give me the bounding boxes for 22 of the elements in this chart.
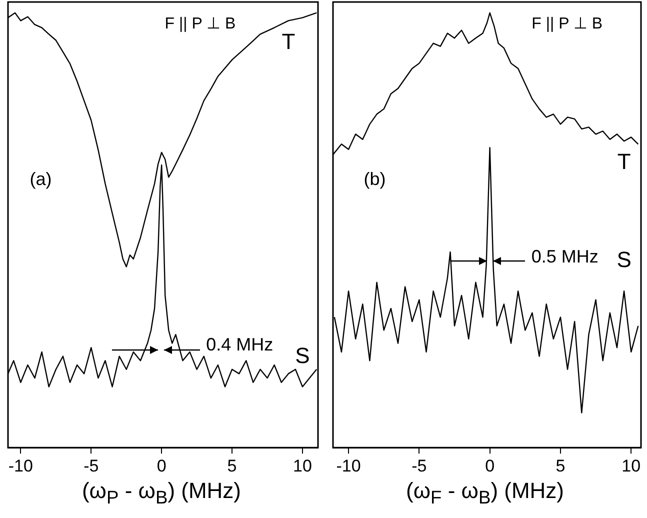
x-tick-label: -5	[84, 456, 99, 476]
annotation: 0.5 MHz	[531, 246, 598, 266]
x-tick-label: 10	[293, 456, 312, 476]
x-tick-label: 5	[227, 456, 237, 476]
x-tick-label: -10	[8, 456, 33, 476]
annotation: 0.4 MHz	[206, 334, 274, 355]
x-tick-label: -10	[336, 456, 361, 476]
x-axis-title: (ω$_{P}$ - ω$_{B}$) (MHz)	[80, 478, 242, 508]
chart-title: F || P ⊥ B	[164, 16, 236, 33]
x-tick-label: 10	[622, 456, 641, 476]
series-label: S	[295, 342, 310, 368]
annotation: (b)	[364, 169, 386, 190]
x-tick-label: 5	[556, 456, 566, 476]
chart-title: F || P ⊥ B	[532, 16, 603, 33]
x-tick-label: 0	[156, 456, 166, 476]
x-tick-label: -5	[412, 456, 427, 476]
series-label: S	[616, 247, 632, 272]
x-axis-title: (ω$_{F}$ - ω$_{B}$) (MHz)	[405, 478, 565, 508]
x-tick-label: 0	[485, 456, 495, 476]
series-label: T	[282, 28, 296, 54]
annotation: (a)	[30, 169, 52, 190]
series-label: T	[617, 149, 631, 174]
